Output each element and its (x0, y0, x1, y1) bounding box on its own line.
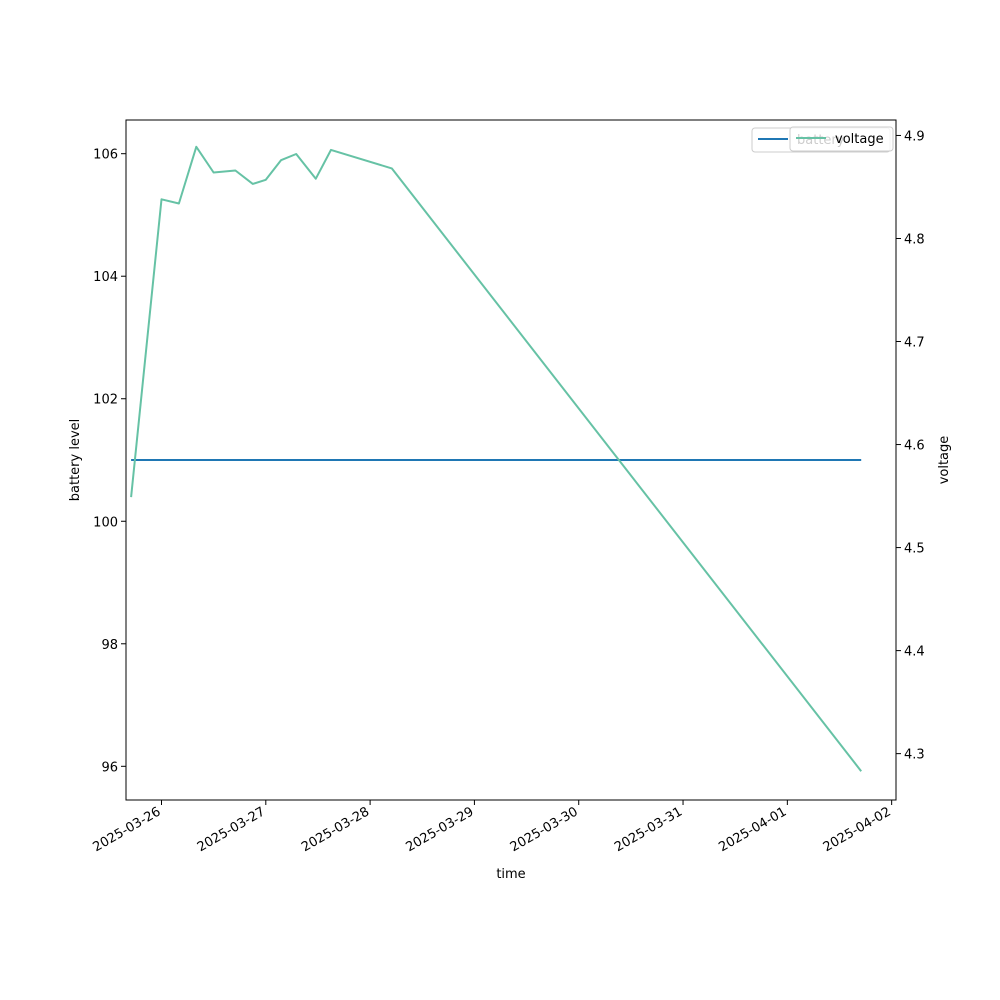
plot-frame (125, 119, 897, 801)
series-line-voltage (130, 145, 862, 772)
legend-voltage-box (789, 126, 894, 152)
y-left-tick-label: 96 (101, 760, 118, 775)
x-tick-label: 2025-03-27 (195, 804, 268, 855)
x-axis-label: time (496, 867, 525, 882)
y-left-tick-label: 106 (93, 148, 118, 163)
y-axis-right-label: voltage (937, 436, 952, 485)
y-right-tick-label: 4.9 (904, 129, 925, 144)
y-right-tick-label: 4.4 (904, 645, 925, 660)
y-right-tick-label: 4.6 (904, 439, 925, 454)
y-right-tick-label: 4.8 (904, 232, 925, 247)
x-tick-label: 2025-03-28 (299, 804, 372, 855)
y-right-tick-label: 4.5 (904, 542, 925, 557)
legend-voltage: voltage (789, 126, 894, 152)
y-left-tick-label: 102 (93, 393, 118, 408)
y-left-tick-label: 104 (93, 270, 118, 285)
x-tick-label: 2025-03-26 (91, 804, 164, 855)
y-left-tick-label: 100 (93, 515, 118, 530)
y-right-tick-label: 4.3 (904, 748, 925, 763)
y-axis-left-label: battery level (68, 419, 83, 502)
x-tick-label: 2025-03-29 (403, 804, 476, 855)
x-tick-label: 2025-03-30 (508, 804, 581, 855)
series-layer (130, 145, 862, 772)
y-right-tick-label: 4.7 (904, 336, 925, 351)
y-left-tick-label: 98 (101, 638, 118, 653)
y-axis-right: 4.3 4.4 4.5 4.6 4.7 4.8 4.9 (896, 129, 925, 763)
x-tick-label: 2025-03-31 (612, 804, 685, 855)
x-tick-label: 2025-04-02 (821, 804, 894, 855)
x-axis: 2025-03-26 2025-03-27 2025-03-28 2025-03-29… (91, 800, 894, 855)
y-axis-left: 96 98 100 102 104 106 (93, 148, 126, 775)
x-tick-label: 2025-04-01 (716, 804, 789, 855)
legend-voltage-label: voltage (835, 132, 884, 147)
